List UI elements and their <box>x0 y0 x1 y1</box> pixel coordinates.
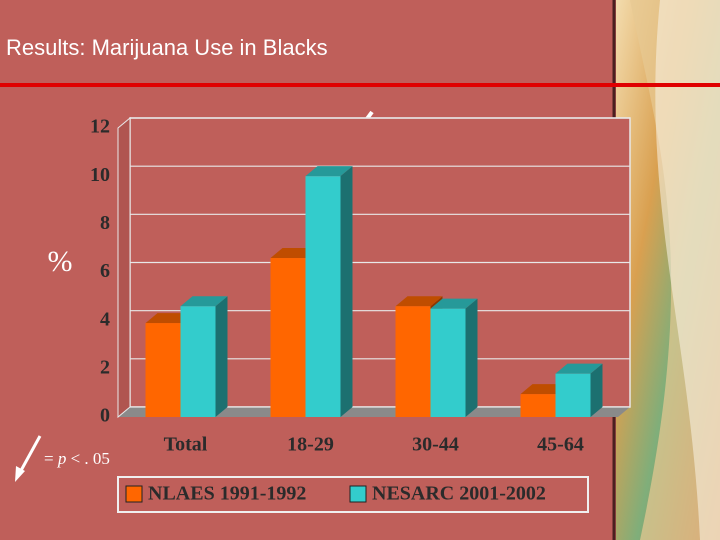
side-wall <box>117 116 131 419</box>
bar-side <box>590 363 603 417</box>
bar-top <box>305 166 353 177</box>
arrowhead <box>15 466 25 482</box>
bar <box>270 258 306 417</box>
bar-top <box>430 298 478 309</box>
x-tick-label: Total <box>164 434 208 456</box>
significance-note: = p < . 05 <box>44 449 110 468</box>
y-tick-label: 12 <box>90 116 110 138</box>
x-tick-label: 45-64 <box>537 434 584 456</box>
y-tick-label: 6 <box>100 260 110 282</box>
bar <box>145 323 181 417</box>
legend-swatch <box>125 485 143 503</box>
bar <box>520 394 556 417</box>
bar-side <box>340 166 353 417</box>
slide-title: Results: Marijuana Use in Blacks <box>6 35 328 60</box>
note-text: < . 05 <box>66 449 110 468</box>
legend-label: NESARC 2001-2002 <box>372 483 546 505</box>
legend-swatch <box>349 485 367 503</box>
legend-label: NLAES 1991-1992 <box>148 483 306 505</box>
floor <box>118 407 630 417</box>
bar <box>305 176 341 417</box>
bar-top <box>395 296 443 307</box>
y-tick-label: 2 <box>100 356 110 378</box>
y-tick-label: 4 <box>100 308 110 330</box>
bar-side <box>215 296 228 417</box>
bar <box>180 306 216 417</box>
x-tick-label: 30-44 <box>412 434 459 456</box>
y-tick-label: 10 <box>90 164 110 186</box>
decoration <box>655 0 720 540</box>
bar <box>395 306 431 417</box>
note-text: p <box>57 449 67 468</box>
y-tick-label: 8 <box>100 212 110 234</box>
y-axis-label: % <box>48 245 73 278</box>
y-tick-label: 0 <box>100 405 110 427</box>
bar-top <box>555 363 603 374</box>
bar <box>430 308 466 417</box>
legend <box>117 476 589 513</box>
bar-side <box>465 298 478 417</box>
x-tick-label: 18-29 <box>287 434 334 456</box>
bar <box>555 373 591 417</box>
bar-top <box>180 296 228 307</box>
plot: 0 2 4 6 8 10 12 Total 18-29 30-44 45-64 <box>90 116 631 456</box>
note-text: = <box>44 449 58 468</box>
